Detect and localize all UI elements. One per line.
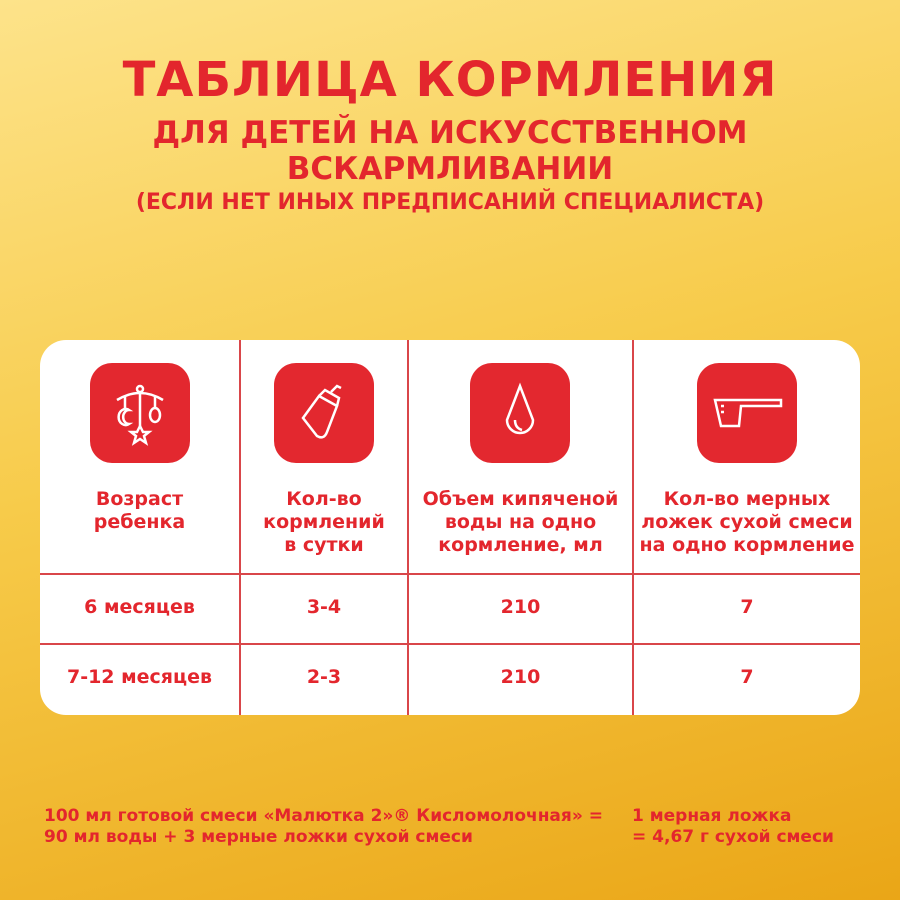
page-subtitle: ДЛЯ ДЕТЕЙ НА ИСКУССТВЕННОМ ВСКАРМЛИВАНИИ <box>0 115 900 187</box>
cell-scoops: 7 <box>740 666 754 688</box>
divider <box>40 573 860 575</box>
cell-water: 210 <box>500 596 541 618</box>
divider <box>407 340 409 715</box>
header-feedings: Кол-во кормлений в сутки <box>263 488 385 556</box>
water-drop-icon <box>470 363 570 463</box>
cell-scoops: 7 <box>740 596 754 618</box>
subtitle-line-2: ВСКАРМЛИВАНИИ <box>286 151 614 187</box>
measuring-scoop-icon <box>697 363 797 463</box>
cell-feedings: 3-4 <box>306 596 342 618</box>
cell-age: 7-12 месяцев <box>66 666 213 688</box>
specialist-note: (ЕСЛИ НЕТ ИНЫХ ПРЕДПИСАНИЙ СПЕЦИАЛИСТА) <box>135 190 765 215</box>
header-age: Возраст ребенка <box>93 488 186 533</box>
baby-mobile-icon <box>90 363 190 463</box>
subtitle-line-1: ДЛЯ ДЕТЕЙ НА ИСКУССТВЕННОМ <box>152 115 748 151</box>
footer-scoop-weight: 1 мерная ложка = 4,67 г сухой смеси <box>632 806 834 847</box>
footer-preparation-note: 100 мл готовой смеси «Малютка 2»® Кислом… <box>44 806 603 847</box>
feeding-table: Возраст ребенка Кол-во кормлений в сутки Об… <box>40 340 860 715</box>
divider <box>632 340 634 715</box>
header-water-volume: Объем кипяченой воды на одно кормление, мл <box>422 488 619 556</box>
cell-water: 210 <box>500 666 541 688</box>
divider <box>239 340 241 715</box>
page-title: ТАБЛИЦА КОРМЛЕНИЯ <box>122 52 778 108</box>
cell-age: 6 месяцев <box>84 596 195 618</box>
cell-feedings: 2-3 <box>306 666 342 688</box>
header-scoops: Кол-во мерных ложек сухой смеси на одно ко… <box>639 488 855 556</box>
divider <box>40 643 860 645</box>
baby-bottle-icon <box>274 363 374 463</box>
